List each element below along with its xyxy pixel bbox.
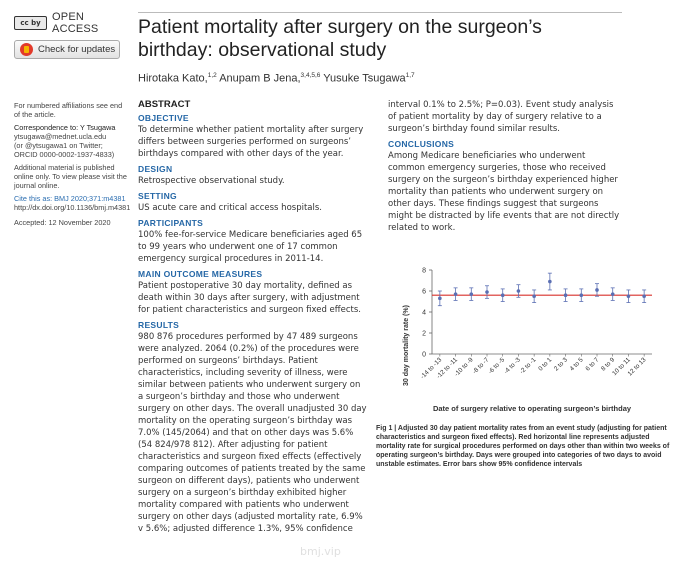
data-point (485, 290, 489, 294)
x-tick-label: -2 to -1 (518, 356, 537, 375)
abstract-left-column: ABSTRACT OBJECTIVE To determine whether … (138, 99, 368, 535)
check-for-updates-label: Check for updates (38, 44, 116, 55)
figure-1: 0 2 4 6 8 -14 to -13 -12 to -11 -10 to -9 -8 to… (396, 260, 660, 418)
correspondence-label: Correspondence to: Y Tsugawa (14, 122, 116, 132)
results-text: 980 876 procedures performed by 47 489 s… (138, 332, 367, 534)
correspondence-twitter: (or @ytsugawa1 on Twitter; (14, 141, 103, 151)
crossmark-icon (20, 43, 33, 56)
x-tick-label: 0 to 1 (537, 356, 553, 372)
correspondence-orcid: ORCID 0000-0002-1937-4833) (14, 150, 115, 160)
side-notes: For numbered affiliations see end of the… (14, 101, 131, 231)
y-axis: 0 2 4 6 8 (422, 268, 433, 359)
data-point (453, 292, 458, 296)
data-point (548, 279, 552, 284)
author-name[interactable]: Yusuke Tsugawa (320, 72, 406, 85)
open-access-label: OPEN ACCESS (52, 11, 99, 35)
data-point (469, 292, 474, 296)
objective-text: To determine whether patient mortality a… (138, 125, 364, 159)
results-heading: RESULTS (138, 320, 180, 330)
correspondence: Correspondence to: Y Tsugawa ytsugawa@me… (14, 123, 128, 160)
data-point (595, 288, 599, 292)
y-tick-label: 4 (422, 310, 426, 317)
design-heading: DESIGN (138, 164, 173, 174)
author-name[interactable]: Hirotaka Kato, (138, 72, 208, 85)
data-point (438, 296, 442, 301)
data-points-group (437, 272, 647, 307)
conclusions-heading: CONCLUSIONS (388, 139, 455, 149)
data-point (642, 294, 646, 299)
abstract-right-column: interval 0.1% to 2.5%; P=0.03). Event st… (388, 99, 620, 234)
data-point (579, 293, 584, 297)
author-name[interactable]: Anupam B Jena, (216, 72, 301, 85)
author-affiliation: 1,7 (405, 72, 415, 79)
outcome-heading: MAIN OUTCOME MEASURES (138, 269, 263, 279)
author-affiliation: 1,2 (207, 72, 217, 79)
participants-text: 100% fee-for-service Medicare beneficiar… (138, 230, 363, 264)
title-block: Patient mortality after surgery on the s… (138, 12, 622, 85)
event-study-chart: 0 2 4 6 8 -14 to -13-12 to -11-10 to -9-8 to… (403, 268, 652, 413)
left-sidebar: cc by OPEN ACCESS Check for updates (14, 11, 126, 59)
outcome-text: Patient postoperative 30 day mortality, … (138, 281, 362, 315)
affiliations-note: For numbered affiliations see end of the… (14, 101, 123, 120)
conclusions-text: Among Medicare beneficiaries who underwe… (388, 151, 620, 233)
participants-heading: PARTICIPANTS (138, 218, 204, 228)
author-affiliation: 3,4,5,6 (300, 72, 321, 79)
author-list: Hirotaka Kato,1,2 Anupam B Jena,3,4,5,6 … (138, 72, 622, 85)
data-point (563, 293, 568, 297)
abstract-heading: ABSTRACT (138, 99, 191, 110)
cite-as: Cite this as: BMJ 2020;371:m4381 (14, 193, 126, 203)
citation: Cite this as: BMJ 2020;371:m4381 http://… (14, 193, 131, 213)
data-point (500, 293, 505, 297)
y-tick-label: 2 (422, 331, 426, 338)
x-axis: -14 to -13-12 to -11-10 to -9-8 to -7-6 … (419, 353, 652, 380)
design-text: Retrospective observational study. (138, 176, 285, 186)
x-tick-label: 4 to 5 (569, 356, 585, 372)
y-tick-label: 6 (422, 289, 426, 296)
top-divider (138, 12, 622, 13)
figure-caption: Fig 1 | Adjusted 30 day patient mortalit… (376, 425, 670, 468)
setting-text: US acute care and critical access hospit… (138, 203, 322, 213)
y-tick-label: 8 (422, 268, 426, 275)
doi-link[interactable]: http://dx.doi.org/10.1136/bmj.m4381 (14, 202, 131, 212)
data-point (610, 292, 615, 296)
setting-heading: SETTING (138, 191, 177, 201)
objective-heading: OBJECTIVE (138, 113, 189, 123)
data-point (516, 289, 521, 293)
data-point (532, 294, 536, 299)
check-for-updates-button[interactable]: Check for updates (14, 40, 120, 59)
accepted-date: Accepted: 12 November 2020 (14, 218, 111, 228)
additional-material-note: Additional material is published online … (14, 162, 127, 191)
x-axis-label: Date of surgery relative to operating su… (433, 404, 632, 413)
data-point (626, 294, 631, 299)
x-tick-label: 2 to 3 (553, 356, 569, 372)
article-title: Patient mortality after surgery on the s… (138, 16, 542, 61)
open-access-row: cc by OPEN ACCESS (14, 11, 126, 35)
y-axis-label: 30 day mortality rate (%) (403, 305, 410, 386)
creative-commons-icon: cc by (14, 16, 48, 30)
watermark: bmj.vip (300, 545, 341, 558)
results-text-continued: interval 0.1% to 2.5%; P=0.03). Event st… (388, 100, 614, 134)
y-tick-label: 0 (422, 352, 426, 359)
correspondence-email[interactable]: ytsugawa@mednet.ucla.edu (14, 131, 107, 141)
x-tick-label: 6 to 7 (584, 356, 600, 372)
